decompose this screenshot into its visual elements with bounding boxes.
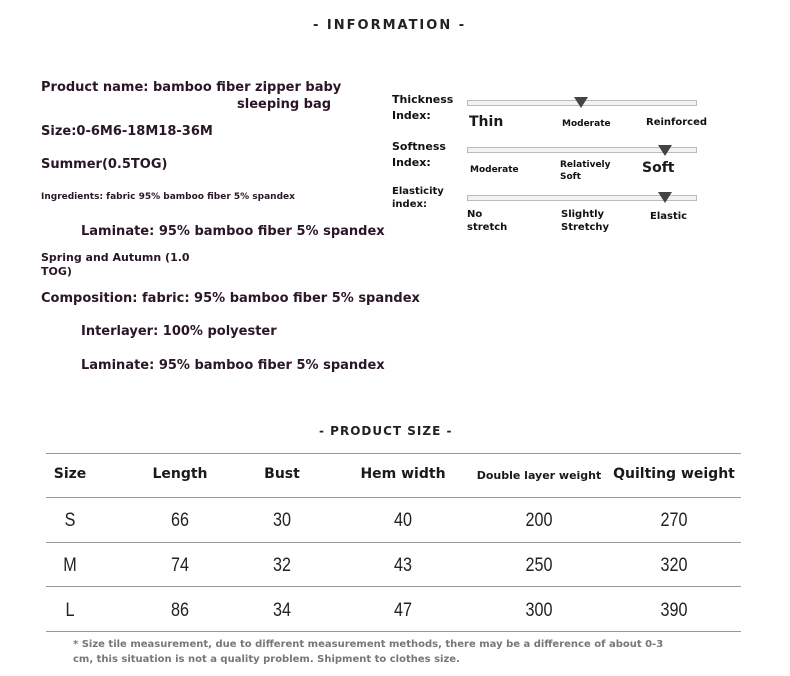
cell-bust: 30 xyxy=(273,510,291,531)
header-double-layer-weight: Double layer weight xyxy=(476,469,602,482)
table-rule xyxy=(46,586,741,587)
elasticity-label-2: index: xyxy=(392,199,427,210)
summer-line: Summer(0.5TOG) xyxy=(41,157,168,172)
cell-size: M xyxy=(63,555,77,576)
elasticity-index-bar xyxy=(467,195,697,201)
cell-hem-width: 40 xyxy=(394,510,412,531)
softness-tick-relatively-soft: Relatively Soft xyxy=(560,160,611,182)
composition-line: Composition: fabric: 95% bamboo fiber 5%… xyxy=(41,291,420,306)
table-rule xyxy=(46,631,741,632)
elasticity-tick-no-stretch: No stretch xyxy=(467,209,508,233)
thickness-label: Thickness Index: xyxy=(392,92,453,124)
elasticity-marker xyxy=(658,192,673,203)
thickness-marker xyxy=(574,97,588,108)
size-note-line-2: cm, this situation is not a quality prob… xyxy=(73,654,460,665)
spring-line-1: Spring and Autumn (1.0 xyxy=(41,251,190,264)
laminate-line-2: Laminate: 95% bamboo fiber 5% spandex xyxy=(81,358,385,373)
softness-label-2: Index: xyxy=(392,156,431,169)
cell-quilting-weight: 390 xyxy=(660,600,688,621)
thickness-tick-reinforced: Reinforced xyxy=(646,117,708,128)
cell-length: 66 xyxy=(171,510,189,531)
cell-double-layer-weight: 200 xyxy=(525,510,553,531)
cell-quilting-weight: 270 xyxy=(660,510,688,531)
softness-marker xyxy=(658,145,673,156)
header-quilting-weight: Quilting weight xyxy=(613,466,735,482)
product-name-line-2: sleeping bag xyxy=(237,97,332,112)
size-note-line-1: * Size tile measurement, due to differen… xyxy=(73,639,664,650)
cell-size: S xyxy=(64,510,76,531)
elasticity-tick-elastic: Elastic xyxy=(650,211,688,222)
thickness-tick-moderate: Moderate xyxy=(562,119,611,129)
table-rule xyxy=(46,542,741,543)
softness-label-1: Softness xyxy=(392,140,446,153)
spring-line-2: TOG) xyxy=(41,265,72,278)
laminate-line-1: Laminate: 95% bamboo fiber 5% spandex xyxy=(81,224,385,239)
thickness-label-1: Thickness xyxy=(392,93,454,106)
cell-hem-width: 47 xyxy=(394,600,412,621)
ingredients-line: Ingredients: fabric 95% bamboo fiber 5% … xyxy=(41,192,295,202)
thickness-label-2: Index: xyxy=(392,109,431,122)
size-line: Size:0-6M6-18M18-36M xyxy=(41,124,213,139)
thickness-tick-thin: Thin xyxy=(469,114,504,130)
cell-double-layer-weight: 300 xyxy=(525,600,553,621)
elasticity-tick-slightly-stretchy: Slightly Stretchy xyxy=(561,209,610,233)
header-hem-width: Hem width xyxy=(360,466,446,482)
cell-bust: 34 xyxy=(273,600,291,621)
softness-index-bar xyxy=(467,147,697,153)
softness-label: Softness Index: xyxy=(392,139,446,171)
cell-bust: 32 xyxy=(273,555,291,576)
table-rule xyxy=(46,497,741,498)
elasticity-label: Elasticity index: xyxy=(392,185,444,211)
cell-double-layer-weight: 250 xyxy=(525,555,553,576)
cell-quilting-weight: 320 xyxy=(660,555,688,576)
cell-size: L xyxy=(65,600,75,621)
information-heading: - INFORMATION - xyxy=(313,18,467,33)
cell-length: 86 xyxy=(171,600,189,621)
cell-hem-width: 43 xyxy=(394,555,412,576)
product-size-heading: - PRODUCT SIZE - xyxy=(319,424,453,438)
header-bust: Bust xyxy=(264,466,300,482)
interlayer-line: Interlayer: 100% polyester xyxy=(81,324,277,339)
product-name-line-1: Product name: bamboo fiber zipper baby xyxy=(41,80,342,95)
elasticity-label-1: Elasticity xyxy=(392,186,444,197)
table-rule xyxy=(46,453,741,454)
header-length: Length xyxy=(152,466,208,482)
cell-length: 74 xyxy=(171,555,189,576)
softness-tick-moderate: Moderate xyxy=(470,165,519,175)
softness-tick-soft: Soft xyxy=(642,160,675,176)
header-size: Size xyxy=(53,466,87,482)
